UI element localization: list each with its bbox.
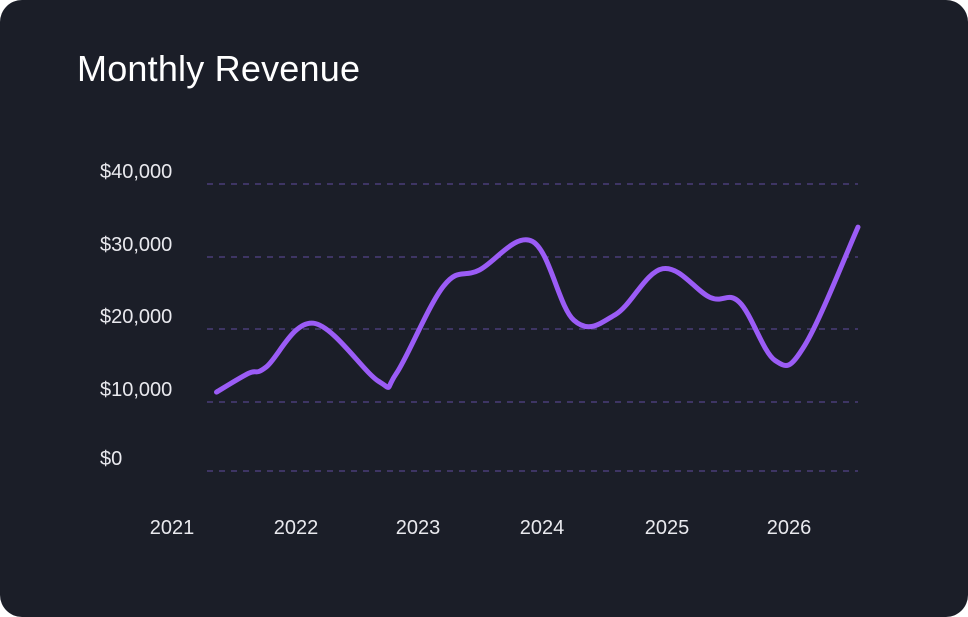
y-tick-label: $20,000 bbox=[100, 306, 172, 328]
y-tick-label: $0 bbox=[100, 448, 122, 470]
y-axis: $40,000 $30,000 $20,000 $10,000 $0 bbox=[100, 161, 172, 470]
y-tick-label: $40,000 bbox=[100, 161, 172, 183]
x-tick-label: 2026 bbox=[767, 517, 812, 539]
x-tick-label: 2022 bbox=[274, 517, 319, 539]
x-tick-label: 2024 bbox=[520, 517, 565, 539]
grid-lines bbox=[207, 183, 858, 472]
x-axis: 2021 2022 2023 2024 2025 2026 bbox=[150, 517, 812, 539]
x-tick-label: 2025 bbox=[645, 517, 690, 539]
x-tick-label: 2021 bbox=[150, 517, 195, 539]
series-line-revenue bbox=[214, 224, 861, 395]
x-tick-label: 2023 bbox=[396, 517, 441, 539]
y-tick-label: $30,000 bbox=[100, 234, 172, 256]
y-tick-label: $10,000 bbox=[100, 379, 172, 401]
chart-title: Monthly Revenue bbox=[77, 48, 361, 89]
series-layer bbox=[214, 224, 861, 395]
